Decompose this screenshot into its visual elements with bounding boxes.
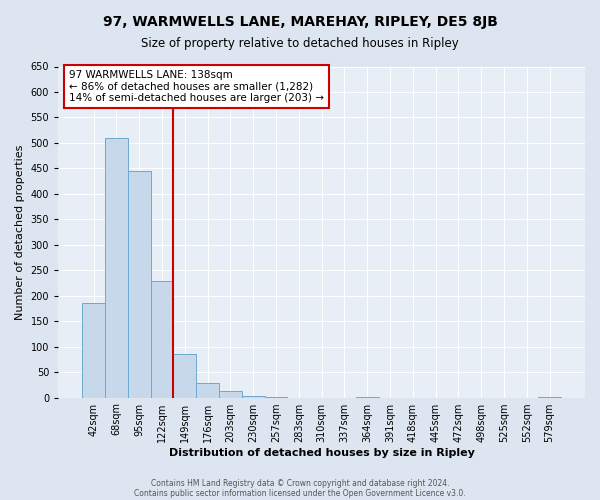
Bar [219, 391, 242, 398]
Bar [196, 383, 219, 398]
Text: Size of property relative to detached houses in Ripley: Size of property relative to detached ho… [141, 38, 459, 51]
Bar [242, 396, 265, 398]
Bar [128, 171, 151, 398]
Text: Contains public sector information licensed under the Open Government Licence v3: Contains public sector information licen… [134, 488, 466, 498]
Text: Contains HM Land Registry data © Crown copyright and database right 2024.: Contains HM Land Registry data © Crown c… [151, 478, 449, 488]
Bar [151, 282, 173, 398]
Bar [173, 354, 196, 398]
Bar [356, 397, 379, 398]
Bar [82, 304, 105, 398]
Text: 97 WARMWELLS LANE: 138sqm
← 86% of detached houses are smaller (1,282)
14% of se: 97 WARMWELLS LANE: 138sqm ← 86% of detac… [69, 70, 324, 103]
Y-axis label: Number of detached properties: Number of detached properties [15, 144, 25, 320]
Bar [265, 397, 287, 398]
Bar [538, 397, 561, 398]
Text: 97, WARMWELLS LANE, MAREHAY, RIPLEY, DE5 8JB: 97, WARMWELLS LANE, MAREHAY, RIPLEY, DE5… [103, 15, 497, 29]
X-axis label: Distribution of detached houses by size in Ripley: Distribution of detached houses by size … [169, 448, 475, 458]
Bar [105, 138, 128, 398]
